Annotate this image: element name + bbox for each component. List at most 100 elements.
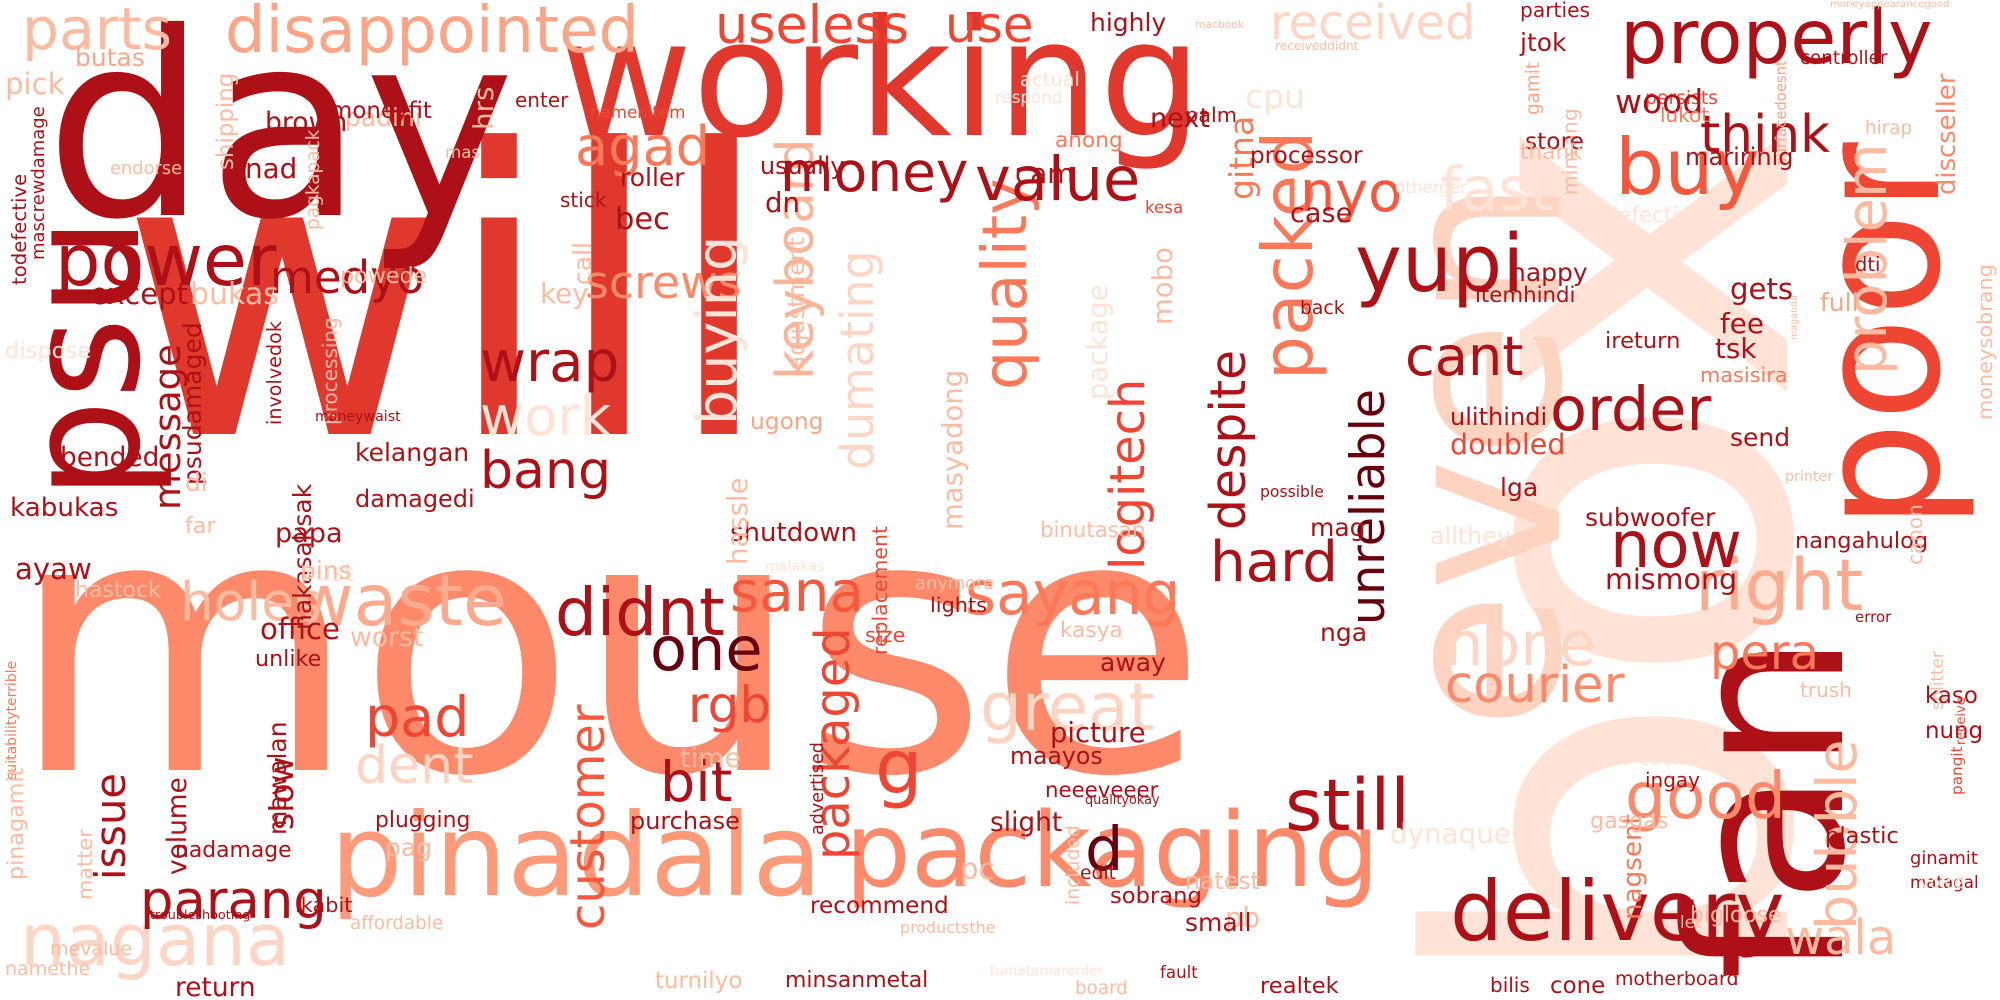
cloud-word: pangit: [1948, 746, 1966, 795]
cloud-word: discseller: [1932, 73, 1962, 195]
cloud-word: office: [260, 612, 340, 646]
cloud-word: binutasan: [1040, 518, 1146, 543]
cloud-word: agad: [575, 115, 711, 178]
cloud-word: printer: [1785, 469, 1834, 485]
cloud-word: dent: [355, 736, 474, 796]
cloud-word: kelangan: [355, 438, 470, 467]
cloud-word: hassle: [722, 477, 754, 566]
cloud-word: mobo: [1147, 247, 1179, 325]
cloud-word: one: [650, 615, 763, 685]
cloud-word: usually: [760, 152, 845, 180]
cloud-word: realtek: [1260, 973, 1339, 999]
cloud-word: fault: [1160, 963, 1198, 982]
cloud-word: pag: [385, 833, 433, 862]
cloud-word: namethe: [5, 958, 91, 980]
cloud-word: bang: [480, 441, 612, 501]
cloud-word: disappointed: [225, 0, 640, 68]
cloud-word: mismong: [1605, 562, 1738, 596]
cloud-word: bec: [615, 202, 670, 237]
cloud-word: stick: [560, 188, 607, 212]
cloud-word: ugong: [750, 407, 824, 435]
cloud-word: papa: [275, 518, 343, 549]
cloud-word: away: [1100, 648, 1166, 677]
cloud-word: kesa: [1145, 198, 1184, 217]
cloud-word: moneywaist: [315, 409, 401, 425]
cloud-word: send: [1730, 423, 1791, 452]
cloud-word: pb: [1225, 902, 1260, 934]
cloud-word: endorse: [110, 158, 183, 179]
cloud-word: let: [1680, 913, 1702, 932]
cloud-word: cam: [1015, 157, 1075, 190]
cloud-word: maririnig: [1685, 143, 1794, 171]
cloud-word: otherger: [1395, 178, 1467, 197]
cloud-word: except: [90, 277, 189, 311]
cloud-word: matagal: [1910, 873, 1979, 892]
cloud-word: gasgas: [1590, 808, 1669, 834]
cloud-word: parts: [22, 0, 173, 63]
cloud-word: purchase: [630, 807, 740, 835]
cloud-word: adjustment: [782, 237, 810, 370]
cloud-word: nad: [245, 152, 298, 185]
cloud-word: ginamit: [1910, 848, 1978, 869]
cloud-word: palm: [1185, 103, 1238, 127]
cloud-word: d: [1085, 815, 1124, 885]
cloud-word: cant: [1405, 325, 1524, 388]
cloud-word: qualityokay: [1085, 793, 1160, 808]
cloud-word: turnilyo: [655, 968, 743, 994]
cloud-word: work: [480, 385, 612, 448]
cloud-word: power: [55, 218, 277, 302]
cloud-word: lga: [1500, 473, 1539, 502]
cloud-word: enter: [515, 88, 569, 112]
cloud-word: case: [1290, 198, 1353, 229]
cloud-word: pad: [365, 685, 470, 750]
cloud-word: pins: [300, 556, 352, 585]
cloud-word: day: [45, 0, 516, 276]
cloud-word: bilis: [1490, 973, 1530, 997]
cloud-word: possible: [1260, 483, 1324, 501]
cloud-word: good: [1625, 759, 1787, 834]
cloud-word: persists: [1645, 88, 1719, 109]
cloud-word: fast: [1440, 155, 1554, 225]
cloud-word: highly: [1090, 8, 1167, 37]
cloud-word: actual: [1020, 68, 1080, 91]
cloud-word: buying: [685, 235, 750, 425]
cloud-word: todefective: [8, 173, 31, 285]
cloud-word: pinagamit: [3, 767, 29, 880]
cloud-word: moneyfit: [330, 98, 432, 124]
cloud-word: shutdown: [730, 518, 858, 548]
cloud-word: kabukas: [10, 493, 119, 523]
cloud-word: brown: [265, 107, 348, 138]
cloud-word: nangahulog: [1795, 528, 1929, 554]
cloud-word: plastic: [1825, 823, 1899, 849]
cloud-word: gamit: [1523, 62, 1544, 115]
cloud-word: bit: [660, 750, 733, 815]
cloud-word: cone: [1550, 973, 1606, 999]
cloud-word: still: [1285, 763, 1411, 847]
cloud-word: time: [680, 743, 742, 774]
cloud-word: allthey: [1430, 522, 1511, 550]
cloud-word: malakas: [765, 559, 825, 575]
cloud-word: dispose: [5, 338, 92, 364]
cloud-word: slow: [262, 756, 301, 830]
cloud-word: recommend: [810, 893, 949, 919]
cloud-word: size: [865, 623, 906, 647]
cloud-word: nagana: [20, 899, 291, 983]
cloud-word: delivery: [1450, 863, 1785, 960]
cloud-word: hrs: [467, 86, 500, 130]
cloud-word: worst: [350, 622, 424, 653]
cloud-word: holes: [180, 570, 322, 633]
cloud-word: matter: [73, 829, 97, 900]
cloud-word: moneyappearancegood: [1830, 0, 1950, 10]
cloud-word: board: [1075, 978, 1128, 999]
cloud-word: di: [185, 468, 208, 497]
cloud-word: ikabit: [295, 893, 353, 917]
cloud-word: anong: [1055, 128, 1123, 153]
cloud-word: pera: [1710, 626, 1819, 681]
cloud-word: waste: [295, 558, 508, 642]
cloud-word: return: [175, 973, 256, 1000]
cloud-word: wrap: [480, 330, 620, 395]
cloud-word: moneysobrang: [1973, 264, 1997, 420]
cloud-word: anymore: [915, 573, 995, 594]
cloud-word: cpu: [1245, 77, 1306, 116]
